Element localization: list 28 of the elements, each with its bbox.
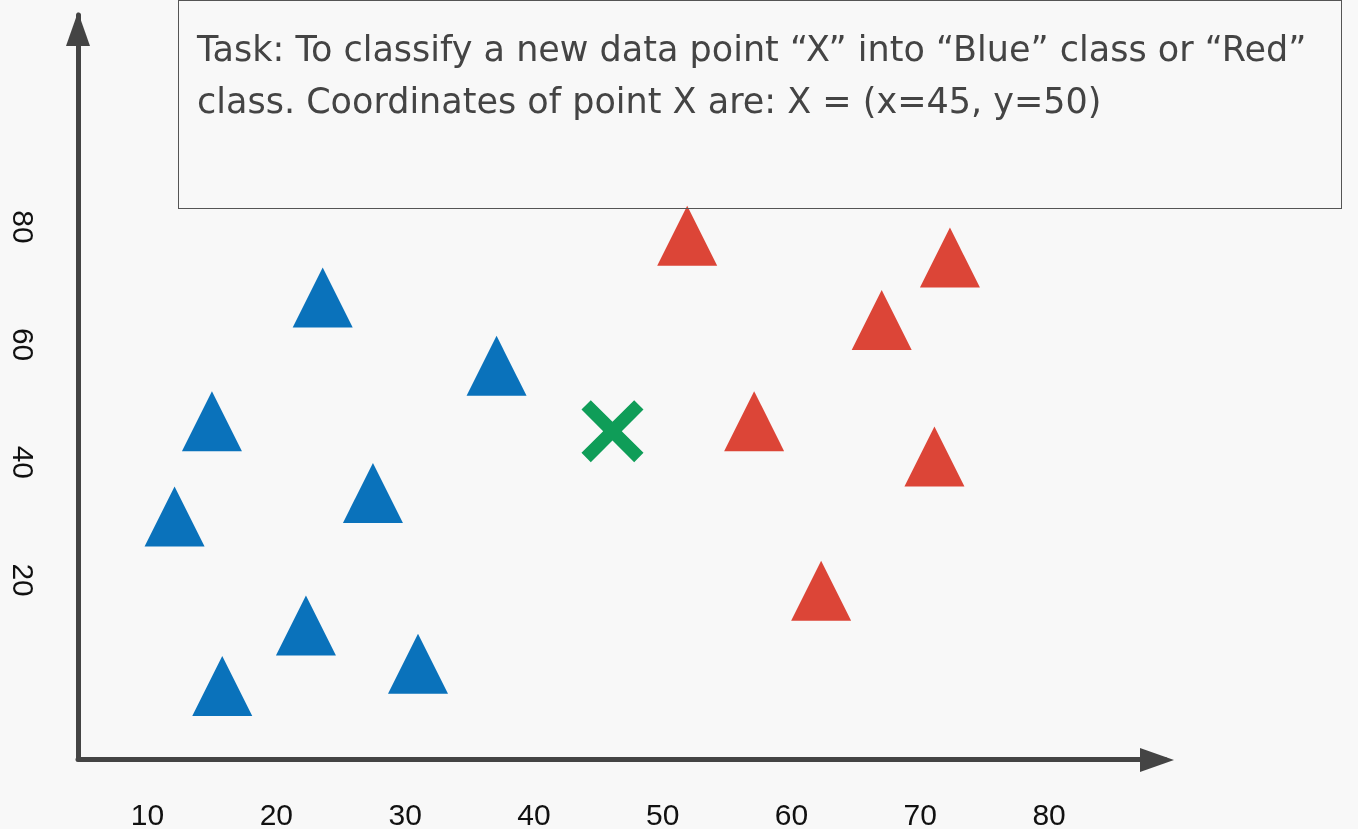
- point: [292, 267, 353, 328]
- point: [657, 205, 718, 266]
- x-tick-label: 20: [259, 797, 294, 829]
- point: [466, 335, 527, 396]
- y-tick-label: 60: [6, 327, 40, 362]
- point: [851, 289, 912, 350]
- point: [581, 400, 644, 463]
- point: [342, 462, 403, 523]
- y-tick-label: 20: [6, 563, 40, 597]
- point: [724, 391, 785, 452]
- x-tick-label: 40: [517, 797, 551, 829]
- point: [181, 391, 242, 452]
- x-tick-label: 70: [903, 797, 937, 829]
- x-tick-label: 60: [774, 797, 809, 829]
- point: [919, 227, 980, 288]
- point: [904, 426, 965, 487]
- point: [144, 486, 205, 547]
- y-tick-label: 40: [6, 445, 40, 480]
- x-tick-label: 50: [646, 797, 680, 829]
- y-tick-label: 80: [6, 210, 40, 244]
- x-tick-label: 30: [388, 797, 422, 829]
- x-tick-label: 10: [130, 797, 165, 829]
- x-tick-label: 80: [1032, 797, 1066, 829]
- point: [388, 633, 449, 694]
- point: [791, 560, 852, 621]
- annotation: Task: To classify a new data point “X” into “Blue” class or “Red” class. Coordinates of point X are: X = (x=45, y=50): [178, 0, 1342, 209]
- point: [275, 595, 336, 656]
- point: [192, 656, 253, 717]
